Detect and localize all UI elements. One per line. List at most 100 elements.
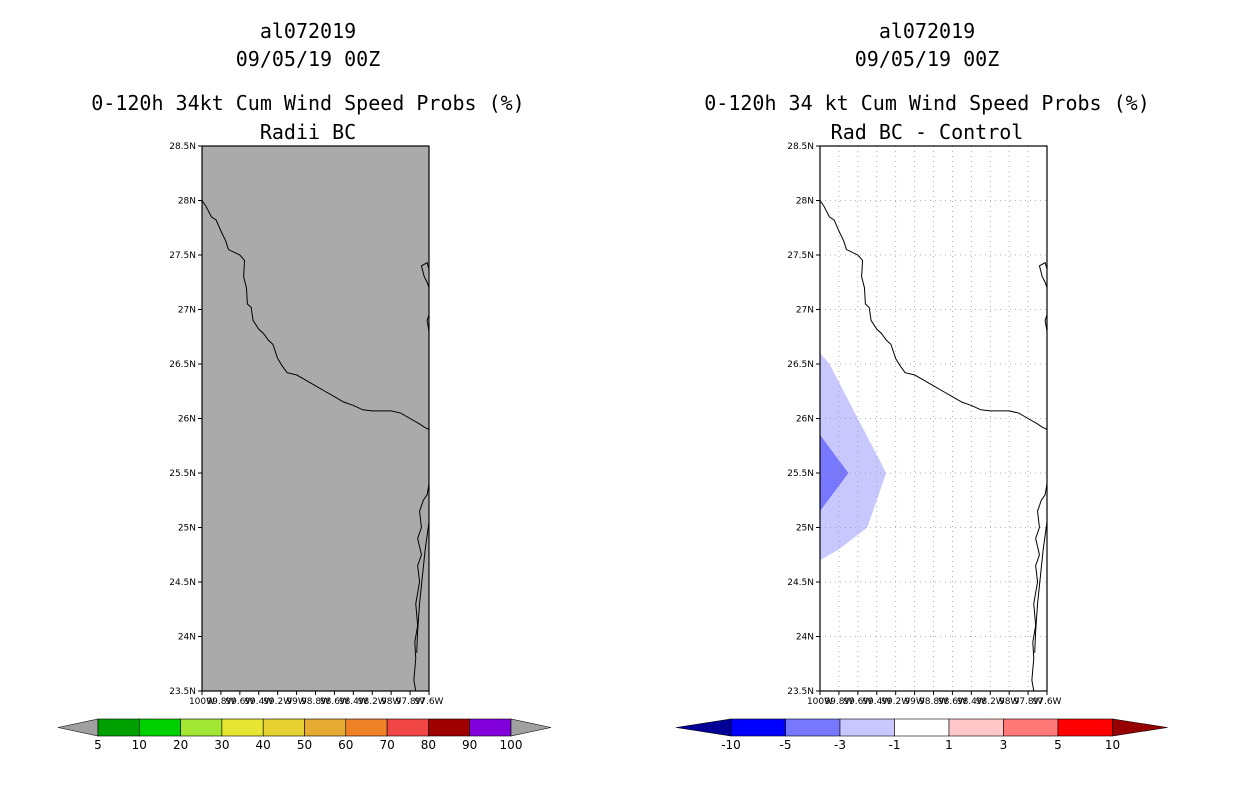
x-tick-label: 98.2W	[358, 697, 387, 707]
y-tick-label: 26N	[796, 415, 814, 425]
colorbar-label: 30	[214, 738, 229, 752]
colorbar-swatch	[97, 718, 140, 737]
colorbar-label: -3	[834, 738, 846, 752]
y-tick-label: 24N	[796, 633, 814, 643]
y-tick-label: 28N	[178, 197, 196, 207]
colorbar-swatch	[469, 718, 512, 737]
colorbar-label: 3	[1000, 738, 1008, 752]
colorbar-swatch	[785, 718, 841, 737]
colorbar-label: 40	[256, 738, 271, 752]
x-tick-label: 99.6W	[225, 697, 254, 707]
x-tick-label: 99.4W	[862, 697, 891, 707]
coastline-1	[420, 261, 430, 288]
coastline-3	[1031, 483, 1048, 692]
colorbar-label: -5	[780, 738, 792, 752]
x-tick-label: 100W	[807, 697, 833, 707]
colorbar-label: 10	[1105, 738, 1120, 752]
colorbar-label: 1	[945, 738, 953, 752]
colorbar-swatch	[1003, 718, 1059, 737]
y-tick-label: 26.5N	[787, 360, 814, 370]
x-tick-label: 99.4W	[244, 697, 273, 707]
left-map-panel: 28.5N 28N 27.5N 27N 26.5N 26N 25.5N 25N 24.5N 24N…	[169, 142, 443, 707]
x-tick-label: 98W	[999, 697, 1019, 707]
y-tick-label: 24.5N	[787, 578, 814, 588]
y-tick-label: 23.5N	[787, 687, 814, 697]
x-tick-label: 99W	[286, 697, 306, 707]
x-tick-label: 98.8W	[301, 697, 330, 707]
x-tick-label: 99.2W	[263, 697, 292, 707]
colorbar-swatch	[948, 718, 1004, 737]
colorbar-label: -1	[889, 738, 901, 752]
colorbar-swatch	[839, 718, 895, 737]
left-colorbar: 5 10 20 30 40 50 60 70 80 90 100	[57, 718, 552, 752]
y-tick-label: 24.5N	[169, 578, 196, 588]
right-colorbar: -10 -5 -3 -1 1 3 5 10	[675, 718, 1168, 752]
right-storm-id: al072019	[879, 19, 975, 43]
colorbar-swatch	[139, 718, 181, 737]
colorbar-label: 50	[297, 738, 312, 752]
right-datetime: 09/05/19 00Z	[855, 47, 1000, 71]
y-tick-label: 27N	[178, 306, 196, 316]
y-tick-label: 24N	[178, 633, 196, 643]
colorbar-label: 80	[421, 738, 436, 752]
x-tick-label: 99.2W	[881, 697, 910, 707]
y-tick-label: 26N	[178, 415, 196, 425]
left-chart-subtitle: Radii BC	[260, 120, 356, 144]
colorbar-swatch	[730, 718, 786, 737]
right-map-panel: 28.5N 28N 27.5N 27N 26.5N 26N 25.5N 25N 24.5N 24N…	[787, 142, 1061, 707]
coastline-3	[413, 483, 430, 692]
x-tick-label: 98.4W	[339, 697, 368, 707]
colorbar-label: 60	[338, 738, 353, 752]
y-tick-label: 28.5N	[787, 142, 814, 152]
colorbar-under-triangle	[675, 718, 732, 737]
colorbar-label: -10	[721, 738, 741, 752]
colorbar-swatch	[180, 718, 223, 737]
colorbar-label: 20	[173, 738, 188, 752]
x-tick-label: 97.6W	[1033, 697, 1062, 707]
coastline-4	[1034, 521, 1048, 653]
colorbar-label: 5	[1054, 738, 1062, 752]
y-tick-label: 26.5N	[169, 360, 196, 370]
coastline-0	[201, 200, 430, 430]
left-datetime: 09/05/19 00Z	[236, 47, 381, 71]
colorbar-label: 100	[500, 738, 523, 752]
coastline-2	[426, 314, 430, 332]
colorbar-label: 10	[132, 738, 147, 752]
x-tick-label: 99.8W	[206, 697, 235, 707]
x-tick-label: 98.2W	[976, 697, 1005, 707]
colorbar-label: 70	[379, 738, 394, 752]
right-chart-title: 0-120h 34 kt Cum Wind Speed Probs (%)	[704, 91, 1150, 115]
y-tick-label: 27.5N	[169, 251, 196, 261]
x-tick-label: 99.8W	[824, 697, 853, 707]
colorbar-swatch	[221, 718, 264, 737]
right-chart-subtitle: Rad BC - Control	[831, 120, 1024, 144]
colorbar-swatch	[894, 718, 950, 737]
left-chart-title: 0-120h 34kt Cum Wind Speed Probs (%)	[91, 91, 524, 115]
y-tick-label: 25.5N	[169, 469, 196, 479]
contour-region-0	[820, 353, 887, 561]
x-tick-label: 98.6W	[938, 697, 967, 707]
colorbar-swatch	[262, 718, 305, 737]
x-tick-label: 98.6W	[320, 697, 349, 707]
colorbar-over-triangle	[1112, 718, 1168, 737]
colorbar-swatch	[345, 718, 388, 737]
y-tick-label: 25N	[796, 524, 814, 534]
left-panel: al072019 09/05/19 00Z 0-120h 34kt Cum Wi…	[57, 19, 552, 752]
right-panel: al072019 09/05/19 00Z 0-120h 34 kt Cum W…	[675, 19, 1168, 752]
coastline-0	[819, 200, 1048, 430]
colorbar-swatch	[386, 718, 429, 737]
y-tick-label: 27N	[796, 306, 814, 316]
coastline-2	[1044, 314, 1048, 332]
y-tick-label: 27.5N	[787, 251, 814, 261]
x-tick-label: 98.4W	[957, 697, 986, 707]
x-tick-label: 97.8W	[396, 697, 425, 707]
y-tick-label: 25.5N	[787, 469, 814, 479]
coastline-4	[416, 521, 430, 653]
colorbar-under-triangle	[57, 718, 99, 737]
left-storm-id: al072019	[260, 19, 356, 43]
y-tick-label: 28N	[796, 197, 814, 207]
x-tick-label: 97.8W	[1014, 697, 1043, 707]
x-tick-label: 99.6W	[843, 697, 872, 707]
x-tick-label: 98.8W	[919, 697, 948, 707]
